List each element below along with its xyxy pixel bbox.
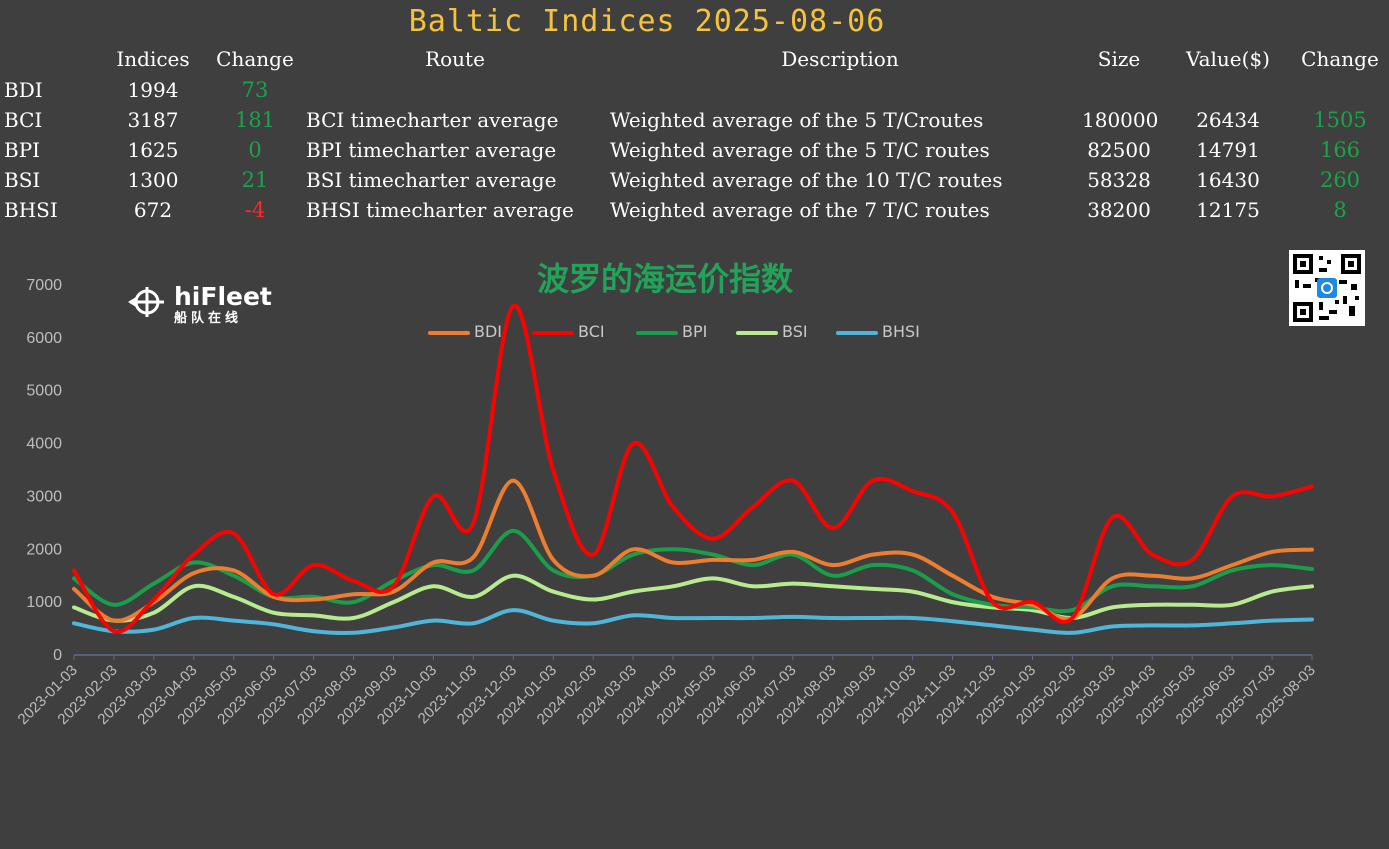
y-tick-label: 3000 [26, 488, 62, 505]
legend-item-bsi[interactable]: BSI [736, 322, 808, 341]
row-bsi-name: BSI [4, 168, 41, 192]
series-line-bpi[interactable] [72, 528, 1314, 614]
legend-label: BDI [474, 322, 503, 341]
series-line-bsi[interactable] [72, 573, 1314, 623]
hifleet-logo: hiFleet 船队在线 [126, 282, 272, 326]
header-description: Description [781, 47, 899, 71]
series-line-bdi[interactable] [72, 478, 1314, 623]
y-tick-label: 1000 [26, 594, 62, 611]
row-bhsi-size: 38200 [1087, 198, 1151, 222]
row-bhsi-value: 12175 [1196, 198, 1260, 222]
y-tick-label: 4000 [26, 436, 62, 453]
row-bci-value: 26434 [1196, 108, 1260, 132]
row-bhsi-index: 672 [133, 198, 173, 222]
legend-swatch [836, 330, 878, 335]
row-bpi-description: Weighted average of the 5 T/C routes [610, 138, 990, 162]
header-change2: Change [1301, 47, 1379, 71]
legend-swatch [636, 330, 678, 335]
qr-code [1289, 250, 1365, 326]
row-bhsi-change2: 8 [1333, 198, 1347, 222]
legend-swatch [736, 330, 778, 335]
logo-brand: hiFleet [174, 282, 272, 311]
row-bsi-change: 21 [241, 168, 269, 192]
row-bhsi-change: -4 [244, 198, 266, 222]
legend-item-bhsi[interactable]: BHSI [836, 322, 920, 341]
series-line-bci[interactable] [72, 304, 1314, 634]
legend-item-bdi[interactable]: BDI [428, 322, 502, 341]
row-bpi-name: BPI [4, 138, 41, 162]
row-bdi-index: 1994 [127, 78, 179, 102]
series-line-bhsi[interactable] [72, 608, 1314, 635]
row-bci-change: 181 [234, 108, 276, 132]
row-bsi-route: BSI timecharter average [306, 168, 557, 192]
row-bci-route: BCI timecharter average [306, 108, 559, 132]
row-bpi-index: 1625 [127, 138, 179, 162]
y-tick-label: 2000 [26, 541, 62, 558]
legend-label: BCI [578, 322, 605, 341]
header-indices: Indices [116, 47, 190, 71]
legend-item-bpi[interactable]: BPI [636, 322, 707, 341]
y-tick-label: 6000 [26, 330, 62, 347]
row-bpi-route: BPI timecharter average [306, 138, 557, 162]
row-bsi-change2: 260 [1319, 168, 1361, 192]
header-change: Change [216, 47, 294, 71]
row-bpi-value: 14791 [1196, 138, 1260, 162]
row-bhsi-route: BHSI timecharter average [306, 198, 574, 222]
row-bsi-value: 16430 [1196, 168, 1260, 192]
row-bpi-change2: 166 [1319, 138, 1361, 162]
legend-swatch [428, 330, 470, 335]
row-bci-index: 3187 [127, 108, 179, 132]
row-bdi-name: BDI [4, 78, 43, 102]
row-bhsi-description: Weighted average of the 7 T/C routes [610, 198, 990, 222]
legend-label: BPI [682, 322, 708, 341]
row-bci-description: Weighted average of the 5 T/Croutes [610, 108, 984, 132]
row-bpi-change: 0 [248, 138, 262, 162]
hifleet-logo-icon [128, 287, 164, 317]
legend-item-bci[interactable]: BCI [532, 322, 605, 341]
row-bsi-size: 58328 [1087, 168, 1151, 192]
y-tick-label: 5000 [26, 383, 62, 400]
y-tick-label: 7000 [26, 277, 62, 294]
header-size: Size [1097, 47, 1141, 71]
legend-label: BSI [782, 322, 808, 341]
y-tick-label: 0 [53, 647, 62, 664]
legend-label: BHSI [882, 322, 920, 341]
row-bpi-size: 82500 [1087, 138, 1151, 162]
row-bdi-change: 73 [241, 78, 269, 102]
page-title: Baltic Indices 2025-08-06 [408, 4, 886, 39]
logo-subtitle: 船队在线 [174, 311, 243, 326]
row-bci-size: 180000 [1082, 108, 1159, 132]
row-bsi-description: Weighted average of the 10 T/C routes [610, 168, 1003, 192]
row-bci-name: BCI [4, 108, 43, 132]
row-bci-change2: 1505 [1313, 108, 1367, 132]
header-value: Value($) [1186, 47, 1270, 71]
row-bhsi-name: BHSI [4, 198, 58, 222]
row-bsi-index: 1300 [127, 168, 179, 192]
chart-title: 波罗的海运价指数 [536, 260, 793, 298]
legend-swatch [532, 330, 574, 335]
header-route: Route [425, 47, 485, 71]
